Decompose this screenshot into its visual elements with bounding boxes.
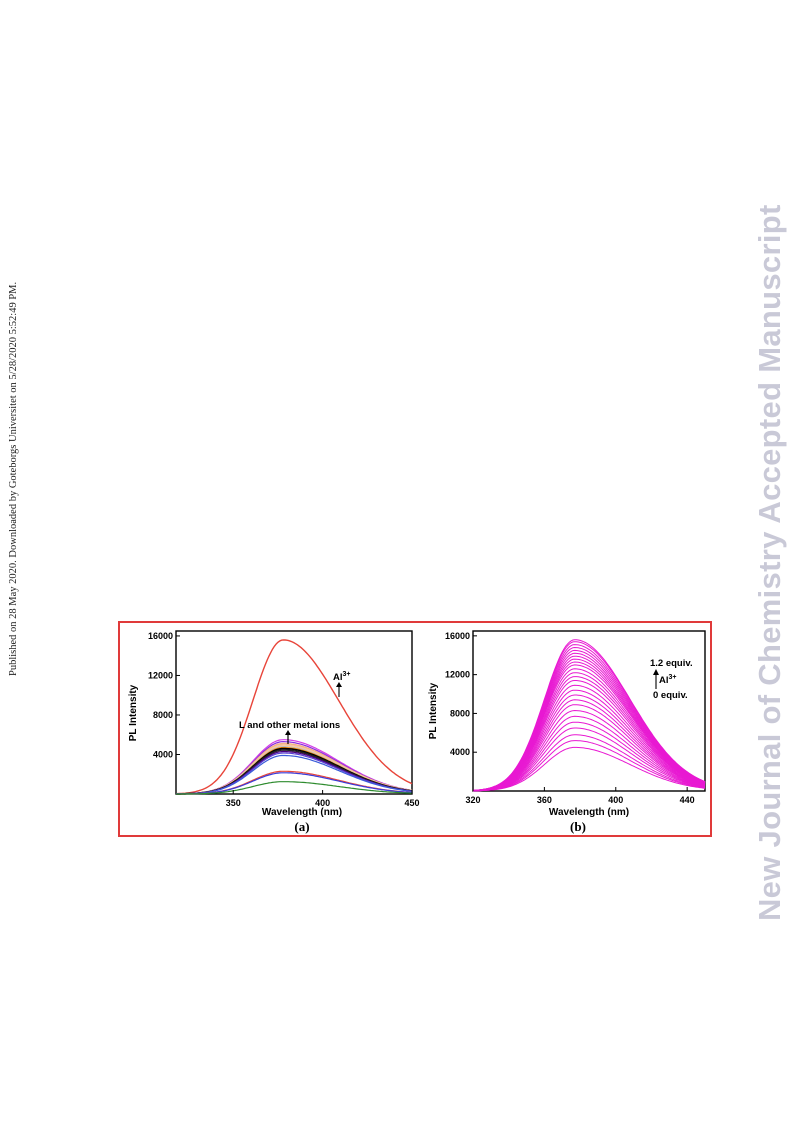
figure-canvas: 350 400 450 4000 8000 12000 16000 Wavelength (…	[128, 630, 706, 834]
a-y-tick-label: 16000	[148, 631, 173, 641]
ticks-b: 320 360 400 440 4000 8000 12000 16000	[445, 631, 695, 805]
top-label-b: 1.2 equiv.	[650, 658, 693, 669]
a-series-line	[175, 639, 413, 795]
b-series-line	[473, 746, 706, 792]
plot-frame-b	[472, 630, 706, 792]
arrow-up-icon-a2	[285, 730, 291, 744]
al-label-a-sup: 3+	[343, 671, 351, 678]
a-series-line	[176, 754, 413, 795]
b-x-tick-label: 440	[680, 795, 695, 805]
b-y-tick-label: 8000	[450, 708, 470, 718]
b-series-line	[473, 715, 706, 792]
b-series-line	[472, 721, 706, 792]
b-x-tick-label: 320	[465, 795, 480, 805]
b-series-line	[472, 639, 706, 791]
curves-a	[175, 639, 413, 795]
caption-b: (b)	[570, 819, 586, 834]
a-series-line	[176, 747, 413, 795]
x-axis-label-b: Wavelength (nm)	[549, 807, 629, 818]
a-y-tick-label: 12000	[148, 670, 173, 680]
b-series-line	[472, 709, 706, 792]
b-series-line	[473, 740, 706, 792]
download-notice: Published on 28 May 2020. Downloaded by …	[8, 281, 19, 676]
a-series-line	[176, 781, 413, 795]
arrow-up-icon-a1	[336, 682, 342, 697]
al-label-b-text: Al	[659, 675, 669, 686]
b-series-line	[473, 734, 706, 792]
b-x-tick-label: 400	[608, 795, 623, 805]
a-y-tick-label: 4000	[153, 749, 173, 759]
chart-panel-a: 350 400 450 4000 8000 12000 16000 Wavelength (…	[128, 630, 420, 834]
b-x-tick-label: 360	[537, 795, 552, 805]
b-series-line	[472, 727, 706, 792]
al-label-b: Al3+	[659, 674, 676, 686]
x-axis-label-a: Wavelength (nm)	[262, 807, 342, 818]
al-label-a: Al3+	[333, 671, 350, 683]
b-y-tick-label: 12000	[445, 670, 470, 680]
a-x-tick-label: 350	[226, 798, 241, 808]
journal-watermark: New Journal of Chemistry Accepted Manusc…	[752, 204, 787, 921]
ticks-a: 350 400 450 4000 8000 12000 16000	[148, 631, 420, 808]
a-x-tick-label: 400	[315, 798, 330, 808]
b-y-tick-label: 16000	[445, 631, 470, 641]
caption-a: (a)	[294, 819, 309, 834]
bottom-label-b: 0 equiv.	[653, 690, 688, 701]
arrow-up-icon-b	[653, 669, 659, 689]
b-y-tick-label: 4000	[450, 747, 470, 757]
al-label-a-text: Al	[333, 672, 343, 683]
y-axis-label-a: PL Intensity	[128, 684, 139, 741]
y-axis-label-b: PL Intensity	[428, 682, 439, 739]
curves-b	[472, 639, 706, 792]
figure-frame: 350 400 450 4000 8000 12000 16000 Wavelength (…	[118, 621, 712, 837]
a-x-tick-label: 450	[404, 798, 419, 808]
a-y-tick-label: 8000	[153, 710, 173, 720]
b-series-line	[472, 684, 706, 792]
others-label-a: L and other metal ions	[239, 720, 340, 731]
chart-panel-b: 320 360 400 440 4000 8000 12000 16000 Wavelengt…	[428, 630, 706, 834]
al-label-b-sup: 3+	[669, 674, 677, 681]
a-series-line	[175, 772, 413, 795]
plot-frame-a	[175, 630, 413, 795]
